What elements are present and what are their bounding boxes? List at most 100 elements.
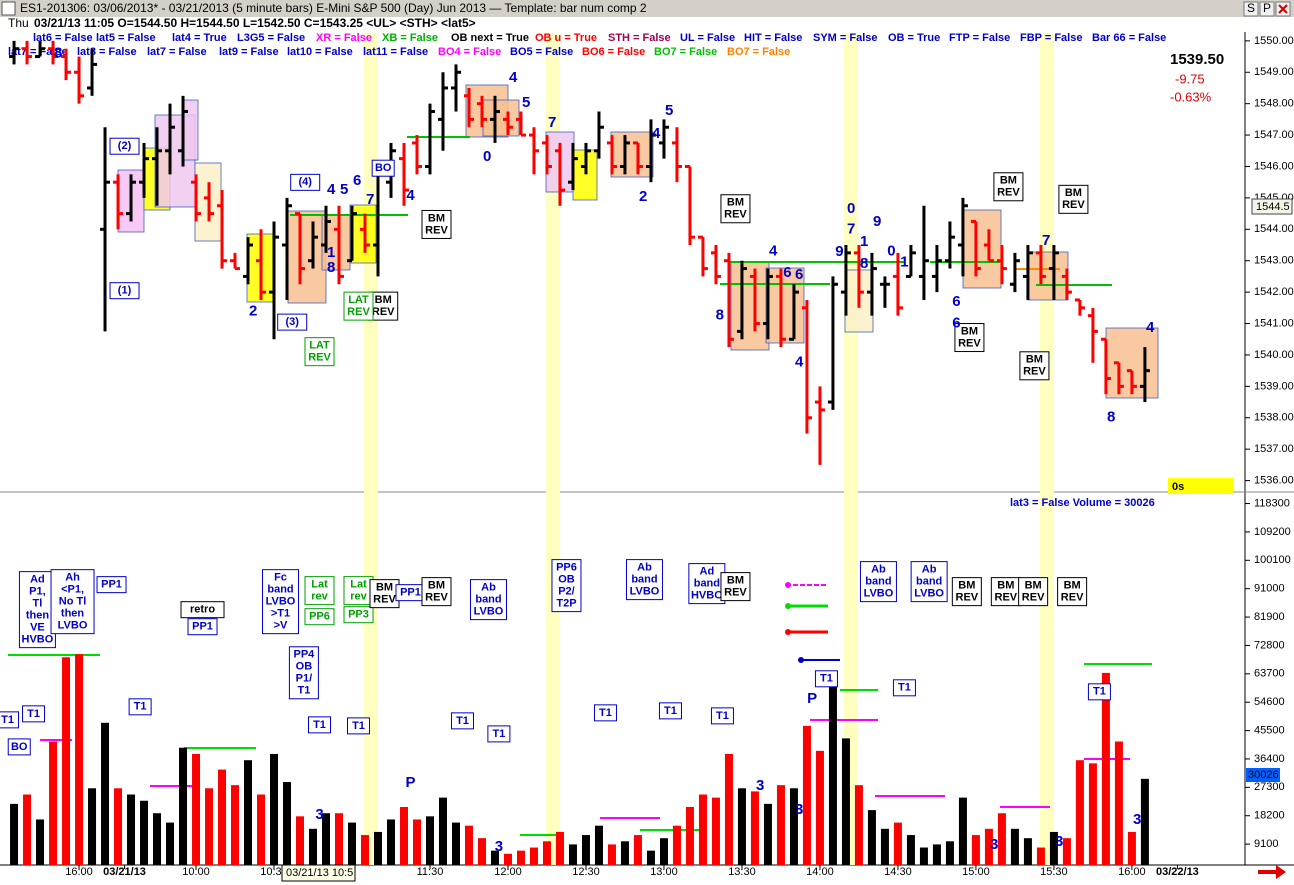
annotation-box <box>304 608 335 626</box>
annotation-text: >T1 <box>271 608 290 620</box>
bar-number: 4 <box>1146 319 1155 336</box>
annotation-text: Lat <box>311 579 328 591</box>
indicator-label: lat8 = False <box>77 46 137 58</box>
indicator-label: OB next = True <box>451 32 529 44</box>
bar-number: P <box>405 774 415 791</box>
button-label[interactable]: P <box>1263 1 1271 15</box>
volume-bar <box>542 841 551 865</box>
bar-number: 8 <box>54 44 62 61</box>
volume-bar <box>711 797 720 865</box>
annotation-text: T1 <box>134 701 147 713</box>
annotation-text: BM <box>727 575 744 587</box>
y-tick-label: 72800 <box>1254 639 1285 651</box>
swatch-dot <box>785 603 791 609</box>
annotation-box <box>343 576 374 606</box>
volume-bar <box>179 747 188 865</box>
volume-bar <box>945 841 954 865</box>
close-icon[interactable] <box>1278 4 1288 14</box>
net-change: -9.75 <box>1175 71 1205 86</box>
volume-bar <box>503 853 512 865</box>
annotation-text: BM <box>1025 580 1042 592</box>
indicator-label: SYM = False <box>813 32 878 44</box>
volume-bar <box>127 794 136 865</box>
y-tick-label: 27300 <box>1254 781 1285 793</box>
y-tick-label: 1540.00 <box>1254 349 1294 361</box>
x-tick-label: 15:00 <box>962 866 990 878</box>
annotation-text: P1, <box>29 586 46 598</box>
annotation-text: band <box>267 584 293 596</box>
day-label: Thu <box>8 16 29 30</box>
annotation-text: BM <box>375 294 392 306</box>
annotation-box <box>625 559 663 601</box>
price-marker-box <box>1251 198 1293 215</box>
annotation-text: PP3 <box>348 609 369 621</box>
annotation-text: REV <box>372 306 395 318</box>
annotation-text: T1 <box>297 685 310 697</box>
volume-bar <box>997 813 1006 865</box>
y-tick-label: 1546.00 <box>1254 160 1294 172</box>
button-label[interactable]: S <box>1247 1 1255 15</box>
annotation-text: REV <box>1022 592 1045 604</box>
annotation-text: (1) <box>118 285 132 297</box>
annotation-text: PP1 <box>101 579 122 591</box>
annotation-box <box>951 577 982 607</box>
annotation-box <box>128 698 152 716</box>
x-tick-label: 13:00 <box>650 866 678 878</box>
volume-bar <box>386 819 395 865</box>
volume-bar <box>244 760 253 865</box>
annotation-text: BM <box>961 325 978 337</box>
y-tick-label: 45500 <box>1254 724 1285 736</box>
volume-bar <box>1062 838 1071 865</box>
x-tick-label: 13:30 <box>728 866 756 878</box>
volume-bar <box>789 788 798 865</box>
annotation-box <box>487 725 511 743</box>
annotation-box <box>551 559 582 613</box>
button[interactable] <box>1243 1 1259 17</box>
volume-bar <box>958 797 967 865</box>
annotation-text: (2) <box>118 140 132 152</box>
cursor-time: 03/21/13 10:5 <box>286 867 353 879</box>
volume-bar <box>932 844 941 865</box>
indicator-label: BO5 = False <box>510 46 573 58</box>
annotation-text: REV <box>425 224 448 236</box>
annotation-text: Ab <box>637 562 652 574</box>
bar-number: 3 <box>756 777 764 794</box>
scroll-arrow[interactable] <box>1258 865 1286 879</box>
time-highlight <box>546 33 560 865</box>
button[interactable] <box>1259 1 1275 17</box>
annotation-text: Ab <box>481 582 496 594</box>
time-highlight <box>364 33 378 865</box>
annotation-text: T1 <box>352 720 365 732</box>
volume-bar <box>1023 838 1032 865</box>
annotation-text: retro <box>190 604 215 616</box>
swatch-dot <box>785 582 791 588</box>
volume-bar <box>984 828 993 865</box>
annotation-text: LVBO <box>474 606 504 618</box>
annotation-box <box>343 606 374 624</box>
volume-bar <box>309 828 318 865</box>
bar-number: 4 <box>769 242 778 259</box>
annotation-text: REV <box>308 352 331 364</box>
annotation-text: <P1, <box>61 584 84 596</box>
volume-bar <box>659 838 668 865</box>
annotation-text: REV <box>1023 366 1046 378</box>
volume-bar <box>1114 741 1123 865</box>
time-highlight <box>1040 33 1054 865</box>
annotation-box <box>0 711 20 729</box>
bar-number: 7 <box>366 191 374 208</box>
x-tick-label: 15:30 <box>1040 866 1068 878</box>
annotation-box <box>1057 577 1088 607</box>
volume-bar <box>49 741 58 865</box>
pattern-box <box>765 267 805 344</box>
y-tick-label: 54600 <box>1254 696 1285 708</box>
volume-bar <box>36 819 45 865</box>
annotation-box <box>593 704 617 722</box>
volume-bar <box>231 785 240 865</box>
bar-number: 3 <box>1133 811 1141 828</box>
y-tick-label: 1541.00 <box>1254 317 1294 329</box>
indicator-label: UL = False <box>680 32 735 44</box>
annotation-text: T1 <box>492 728 505 740</box>
annotation-text: Ab <box>871 564 886 576</box>
annotation-box <box>288 646 319 700</box>
annotation-text: T1 <box>664 705 677 717</box>
